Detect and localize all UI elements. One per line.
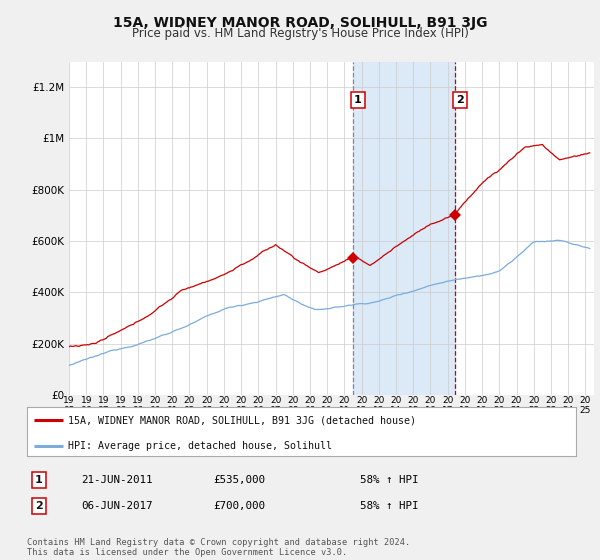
Text: 58% ↑ HPI: 58% ↑ HPI	[360, 475, 419, 485]
Text: 58% ↑ HPI: 58% ↑ HPI	[360, 501, 419, 511]
Text: 15A, WIDNEY MANOR ROAD, SOLIHULL, B91 3JG: 15A, WIDNEY MANOR ROAD, SOLIHULL, B91 3J…	[113, 16, 487, 30]
Text: 1: 1	[354, 95, 362, 105]
Text: 1: 1	[35, 475, 43, 485]
Text: Price paid vs. HM Land Registry's House Price Index (HPI): Price paid vs. HM Land Registry's House …	[131, 27, 469, 40]
Text: 06-JUN-2017: 06-JUN-2017	[81, 501, 152, 511]
Text: Contains HM Land Registry data © Crown copyright and database right 2024.
This d: Contains HM Land Registry data © Crown c…	[27, 538, 410, 557]
Text: £535,000: £535,000	[213, 475, 265, 485]
Text: 2: 2	[457, 95, 464, 105]
Text: £700,000: £700,000	[213, 501, 265, 511]
Text: 21-JUN-2011: 21-JUN-2011	[81, 475, 152, 485]
Text: HPI: Average price, detached house, Solihull: HPI: Average price, detached house, Soli…	[68, 441, 332, 451]
Bar	[353, 62, 455, 395]
Text: 15A, WIDNEY MANOR ROAD, SOLIHULL, B91 3JG (detached house): 15A, WIDNEY MANOR ROAD, SOLIHULL, B91 3J…	[68, 416, 416, 426]
Text: 2: 2	[35, 501, 43, 511]
